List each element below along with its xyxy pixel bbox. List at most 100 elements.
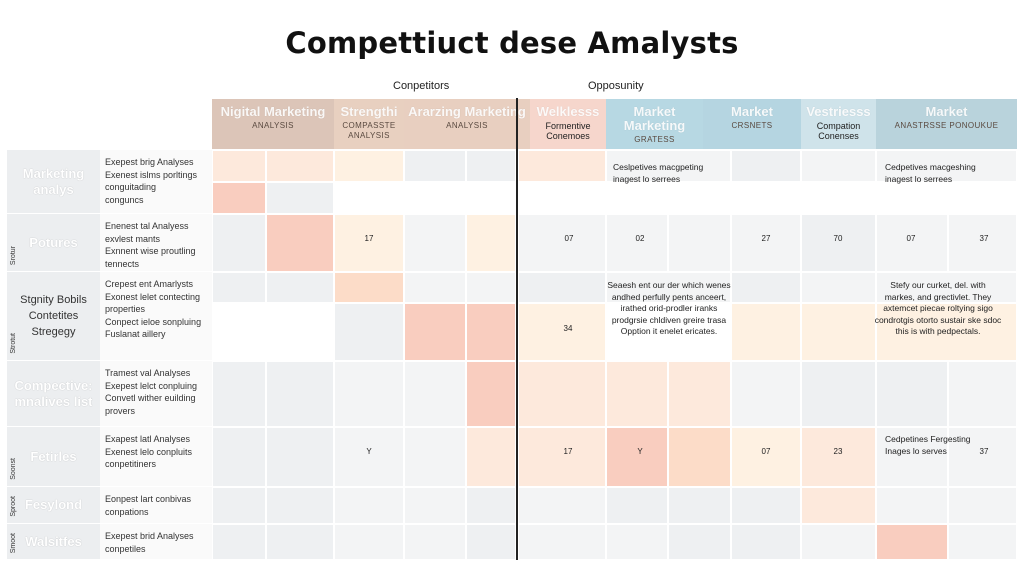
cell-value: 23	[833, 447, 843, 456]
heatmap-cell	[876, 427, 948, 487]
row-description-line: Exepest brig Analyses	[105, 157, 194, 167]
row-header-6: Fesylond Sproot	[7, 487, 100, 523]
note-cell-4: Stefy our curket, del. with markes, and …	[874, 280, 1002, 336]
row-description-5: Exapest latl Analyses Exenest lelo conplu…	[100, 427, 212, 486]
heatmap-cell	[606, 487, 668, 524]
heatmap-cell	[801, 303, 876, 361]
heatmap-cell	[266, 427, 334, 487]
cell-value: 07	[906, 234, 916, 243]
row-description-line: properties	[105, 304, 146, 314]
heatmap-cell	[334, 361, 404, 427]
row-description-2: Enenest tal Analyess exvlest mants Exnnent…	[100, 214, 212, 271]
column-header-subtitle: ANASTRSSE PONOUKUE	[894, 121, 999, 130]
row-tag: Smoot	[10, 532, 17, 553]
row-description-line: Conpect ieloe sonpluing	[105, 316, 202, 327]
heatmap-cell	[212, 361, 266, 427]
heatmap-cell	[466, 524, 516, 560]
heatmap-cell	[801, 361, 876, 427]
row-description-line: Eonpest lart conbivas	[105, 494, 192, 504]
column-header-subtitle: ANALYSIS	[252, 121, 294, 130]
heatmap-cell	[334, 272, 404, 303]
heatmap-cell	[518, 303, 606, 361]
row-description-line: conpations	[105, 506, 149, 517]
heatmap-cell	[404, 487, 466, 524]
heatmap-cell	[801, 272, 876, 303]
heatmap-cell	[876, 214, 948, 272]
row-header-5: Fetirles Soonst	[7, 427, 100, 486]
heatmap-cell	[266, 524, 334, 560]
cell-value: 17	[563, 447, 573, 456]
cell-value: 37	[979, 447, 989, 456]
heatmap-cell	[876, 303, 1017, 361]
note-cell-1: Ceslpetives macgpeting inagest lo serree…	[613, 162, 704, 184]
heatmap-cell	[518, 427, 606, 487]
heatmap-cell	[948, 524, 1017, 560]
column-header-subtitle: CRSNETS	[731, 121, 773, 130]
heatmap-cell	[731, 303, 801, 361]
column-header-6: Market CRSNETS	[703, 99, 801, 149]
heatmap-cell	[948, 361, 1017, 427]
row-header-label: Potures	[29, 234, 78, 250]
row-description-line: Exenest islms porltings	[105, 169, 198, 180]
row-description-line: conpetitiners	[105, 459, 157, 469]
row-description-line: Tramest val Analyses	[105, 368, 191, 378]
column-header-subtitle: ANALYSIS	[446, 121, 488, 130]
section-divider	[516, 98, 518, 560]
note-cell-5: Cedpetines Fergesting Inages lo serves	[885, 434, 971, 456]
column-header-title: Strengthi	[340, 104, 398, 119]
cell-value: Y	[366, 447, 372, 456]
heatmap-cell	[731, 361, 801, 427]
column-header-subtitle: Compation Conenses	[816, 121, 861, 141]
heatmap-cell	[668, 427, 731, 487]
heatmap-cell	[518, 487, 606, 524]
heatmap-cell	[266, 182, 334, 214]
row-description-line: provers	[105, 405, 136, 416]
heatmap-cell	[266, 272, 334, 303]
heatmap-cell	[668, 524, 731, 560]
heatmap-cell	[404, 303, 466, 361]
row-description-line: Exepest lelct conpluing	[105, 380, 198, 391]
heatmap-cell	[801, 487, 876, 524]
heatmap-cell	[266, 487, 334, 524]
heatmap-cell	[801, 214, 876, 272]
cell-value: 37	[979, 234, 989, 243]
group-label-opportunity: Opposunity	[588, 80, 644, 92]
row-description-line: Fuslanat aillery	[105, 329, 166, 339]
heatmap-cell	[606, 272, 731, 303]
heatmap-cell	[212, 214, 266, 272]
heatmap-cell	[876, 487, 948, 524]
row-header-7: Walsitfes Smoot	[7, 524, 100, 559]
column-header-4: Welklesss Formentive Conemoes	[530, 99, 606, 149]
row-description-line: conpetiles	[105, 543, 146, 554]
heatmap-cell	[404, 150, 466, 182]
heatmap-cell	[606, 361, 668, 427]
heatmap-cell	[212, 524, 266, 560]
heatmap-cell	[801, 524, 876, 560]
heatmap-cell	[731, 214, 801, 272]
heatmap-cell	[606, 150, 731, 182]
column-header-1: Nigital Marketing ANALYSIS	[212, 99, 334, 149]
heatmap-cell	[266, 361, 334, 427]
row-description-6: Eonpest lart conbivas conpations	[100, 487, 212, 523]
column-header-title: Nigital Marketing	[220, 104, 326, 119]
row-description-line: Crepest ent Amarlysts	[105, 279, 194, 289]
row-header-3: Stgnity Bobils Contetites Stregegy Strotu…	[7, 272, 100, 360]
cell-value: 17	[364, 234, 374, 243]
heatmap-cell	[606, 427, 668, 487]
heatmap-cell	[212, 427, 266, 487]
row-tag: Soonst	[10, 458, 17, 480]
heatmap-cell	[334, 214, 404, 272]
row-tag: Sproot	[10, 496, 17, 517]
heatmap-cell	[404, 361, 466, 427]
row-description-1: Exepest brig Analyses Exenest islms porlt…	[100, 150, 212, 213]
cell-value: 07	[564, 234, 574, 243]
heatmap-cell	[801, 427, 876, 487]
heatmap-cell	[334, 487, 404, 524]
heatmap-cell	[606, 214, 668, 272]
row-tag: Srotur	[10, 245, 17, 265]
heatmap-cell	[876, 524, 948, 560]
cell-value: 70	[833, 234, 843, 243]
heatmap-cell	[606, 524, 668, 560]
heatmap-cell	[731, 272, 801, 303]
heatmap-cell	[518, 150, 606, 182]
